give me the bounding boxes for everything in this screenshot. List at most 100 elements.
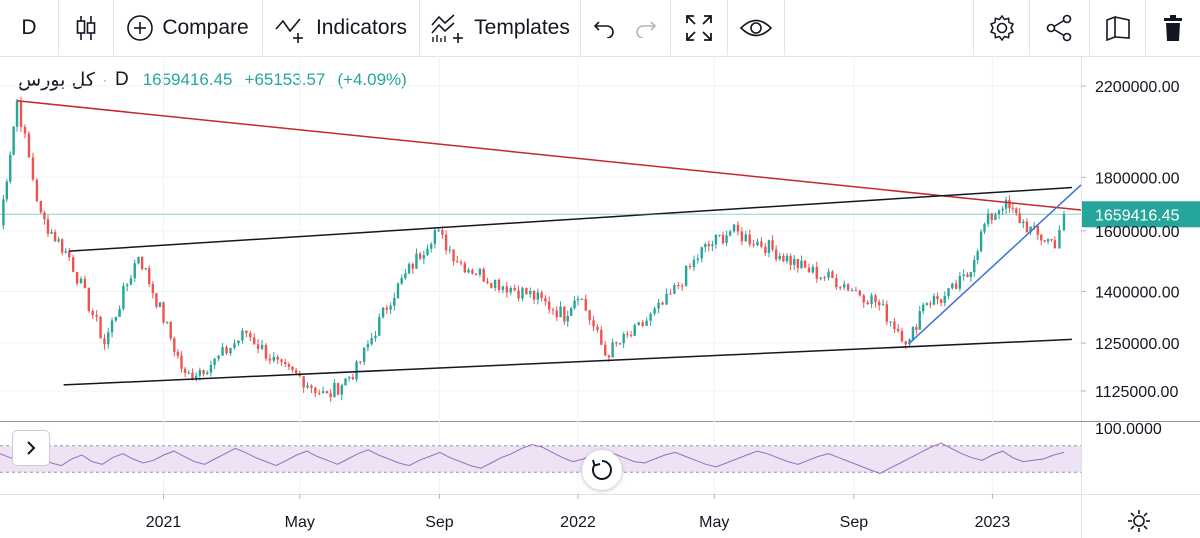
candle-body xyxy=(151,284,155,294)
trendline-channel-lower xyxy=(63,338,1072,386)
chart-type-button[interactable] xyxy=(59,0,113,55)
fullscreen-button[interactable] xyxy=(671,0,727,55)
symbol-name[interactable]: کل بورس xyxy=(18,69,95,91)
rsi-band xyxy=(0,445,1081,473)
candle-body xyxy=(467,269,470,273)
candle-body xyxy=(900,330,904,342)
candle-body xyxy=(95,315,98,317)
timeframe-button[interactable]: D xyxy=(0,0,58,55)
candle-body xyxy=(657,302,660,309)
candle-body xyxy=(569,308,573,316)
candle-body xyxy=(714,234,718,245)
trendlines[interactable] xyxy=(16,100,1082,386)
candle-body xyxy=(497,279,501,290)
candle-body xyxy=(430,244,433,249)
price-axis[interactable]: 2200000.00 1800000.00 1600000.00 1400000.00… xyxy=(1081,79,1180,401)
candle-body xyxy=(448,249,452,251)
candle-body xyxy=(389,305,392,310)
redo-button[interactable] xyxy=(626,0,666,55)
candle-body xyxy=(983,223,986,232)
candle-body xyxy=(615,342,618,344)
candle-body xyxy=(187,372,190,374)
reset-chart-button[interactable] xyxy=(582,450,622,490)
collapse-pane-button[interactable] xyxy=(12,430,50,466)
candle-body xyxy=(12,126,15,155)
delete-button[interactable] xyxy=(1146,0,1200,55)
price-chart[interactable]: 1659416.45 2200000.00 1800000.00 1600000.0… xyxy=(0,56,1200,538)
candle-body xyxy=(183,368,187,373)
candle-body xyxy=(760,241,763,247)
candle-body xyxy=(649,313,652,321)
candle-body xyxy=(221,347,224,356)
compare-button[interactable]: Compare xyxy=(114,0,261,55)
candle-body xyxy=(19,100,23,127)
axis-settings-button[interactable] xyxy=(1126,508,1152,534)
candle-body xyxy=(626,334,629,336)
visibility-button[interactable] xyxy=(728,0,784,55)
candle-body xyxy=(962,274,965,277)
candle-body xyxy=(264,344,268,359)
undo-button[interactable] xyxy=(584,0,624,55)
candle-body xyxy=(878,302,881,306)
candle-body xyxy=(793,258,796,265)
candle-body xyxy=(280,359,283,362)
candle-body xyxy=(180,355,183,369)
sun-gear-icon xyxy=(1128,510,1150,532)
gear-icon xyxy=(989,14,1014,41)
candle-body xyxy=(411,264,414,269)
candle-body xyxy=(517,290,520,299)
candle-body xyxy=(202,370,205,374)
candle-body xyxy=(437,230,440,232)
candle-body xyxy=(509,287,512,293)
indicators-button[interactable]: Indicators xyxy=(263,0,418,55)
candle-body xyxy=(355,361,358,380)
time-tick-label: May xyxy=(285,514,315,531)
candle-body xyxy=(874,295,877,303)
candle-body xyxy=(782,255,785,262)
snapshot-button[interactable] xyxy=(1090,0,1145,55)
candle-body xyxy=(815,266,819,279)
share-button[interactable] xyxy=(1030,0,1088,55)
candle-body xyxy=(318,393,321,395)
candle-body xyxy=(1015,208,1018,214)
candle-body xyxy=(276,356,279,360)
candle-body xyxy=(936,296,939,300)
candle-body xyxy=(191,372,194,379)
candle-body xyxy=(144,268,147,270)
candle-body xyxy=(122,286,125,309)
candle-body xyxy=(336,382,340,395)
candle-body xyxy=(1053,240,1057,249)
candle-body xyxy=(653,308,656,314)
candle-body xyxy=(501,286,505,290)
candle-body xyxy=(418,253,422,259)
candle-body xyxy=(584,298,587,311)
candle-body xyxy=(680,285,684,287)
candle-body xyxy=(169,322,172,339)
candle-body xyxy=(728,231,732,236)
candle-body xyxy=(756,241,759,246)
templates-button[interactable]: Templates xyxy=(420,0,580,55)
candle-body xyxy=(588,310,591,321)
candle-body xyxy=(422,255,426,259)
price-tick-label: 1800000.00 xyxy=(1095,170,1180,187)
candle-body xyxy=(43,212,46,220)
candle-body xyxy=(645,320,648,326)
candle-body xyxy=(125,284,129,287)
candle-body xyxy=(441,230,444,235)
candle-body xyxy=(340,385,343,395)
candle-body xyxy=(870,295,873,305)
candle-body xyxy=(842,284,846,288)
candle-body xyxy=(46,219,50,234)
rsi-line xyxy=(0,442,1065,475)
settings-button[interactable] xyxy=(974,0,1029,55)
time-axis[interactable]: 2021 May Sep 2022 May Sep 2023 xyxy=(146,494,1011,531)
candle-body xyxy=(939,299,943,303)
candle-body xyxy=(5,181,9,200)
candle-body xyxy=(904,341,907,345)
candle-body xyxy=(83,278,87,288)
candle-body xyxy=(310,385,313,388)
candle-body xyxy=(314,387,317,394)
candle-body xyxy=(732,224,736,232)
candle-body xyxy=(162,302,165,323)
candle-body xyxy=(217,355,220,359)
